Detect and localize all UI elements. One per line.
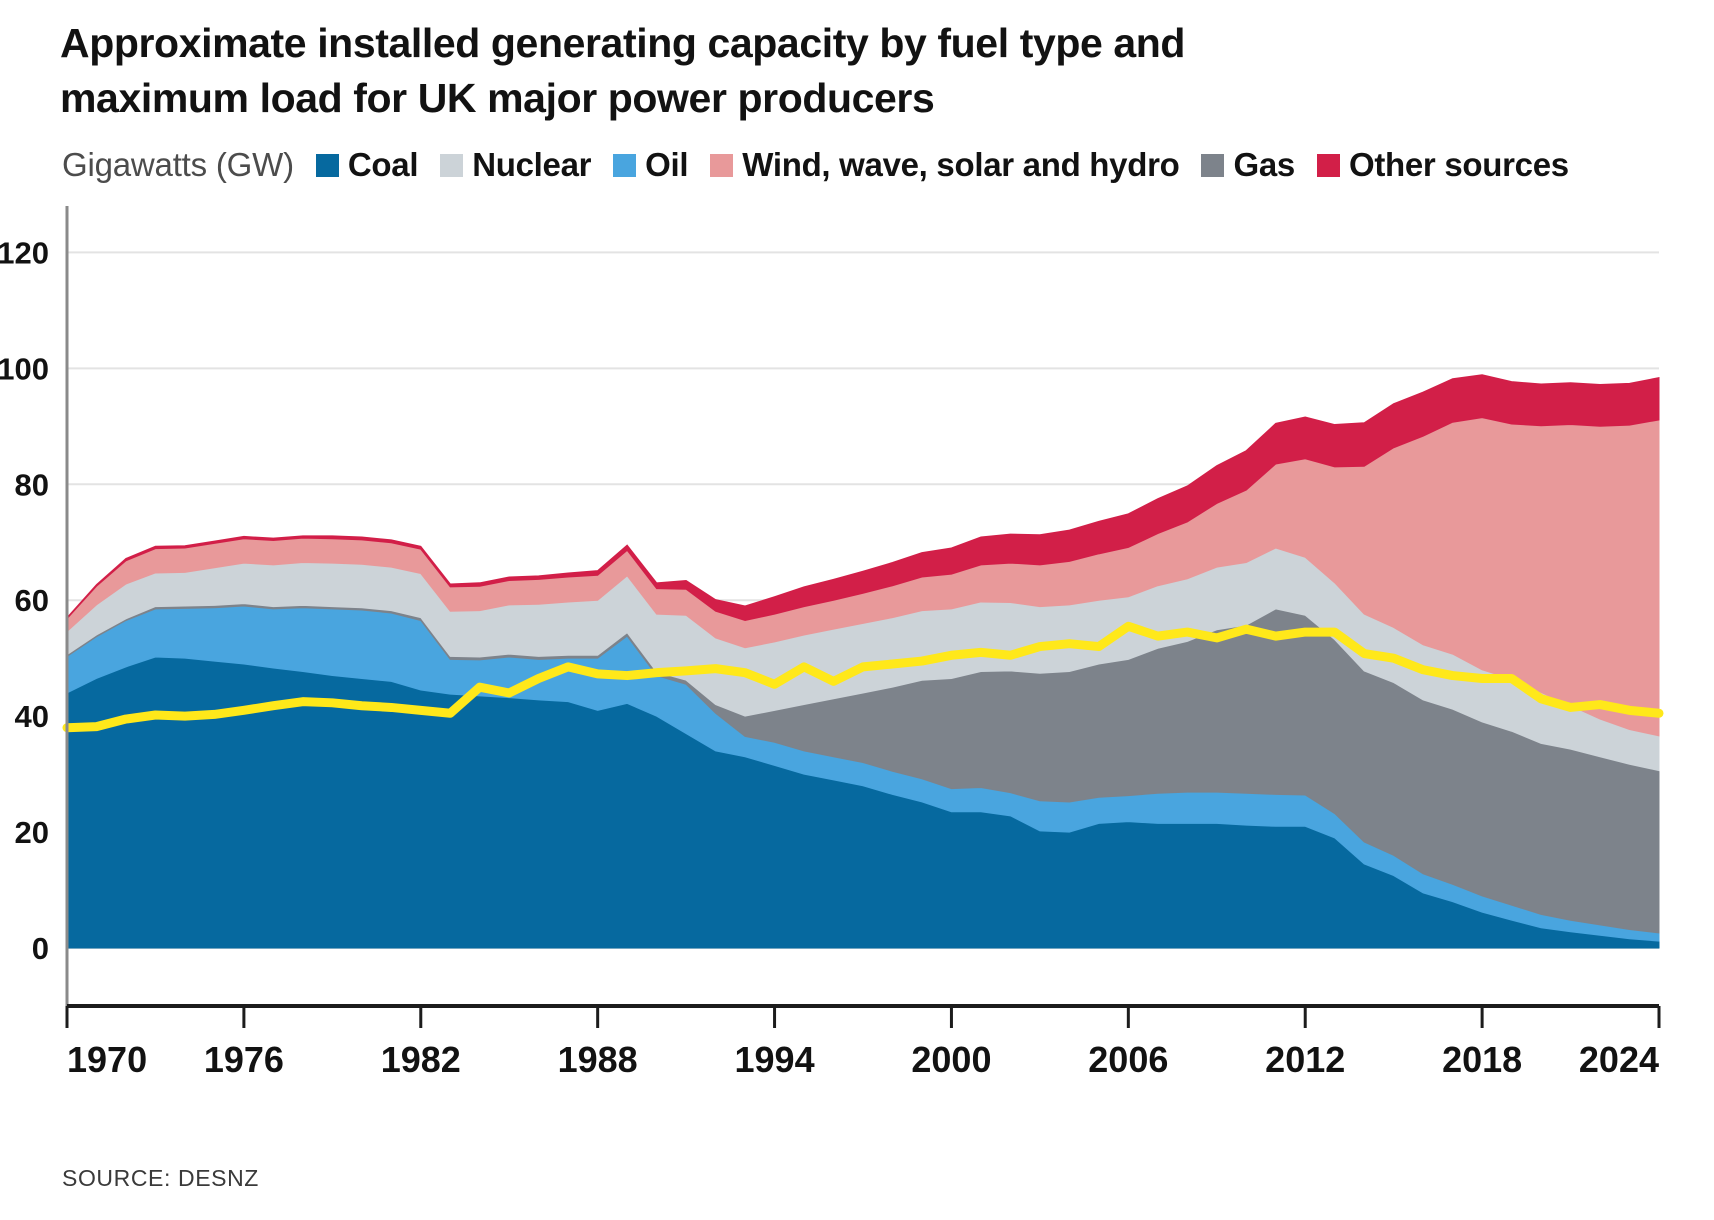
- legend-swatch-oil: [613, 153, 637, 177]
- legend-label-oil: Oil: [645, 146, 689, 183]
- y-tick-label: 40: [15, 699, 49, 734]
- legend-item-coal[interactable]: Coal: [315, 146, 419, 184]
- chart-series-areas: [66, 374, 1660, 949]
- legend-swatch-other-sources: [1316, 153, 1340, 177]
- y-tick-label: 80: [15, 467, 49, 502]
- y-tick-label: 100: [0, 351, 49, 386]
- legend-item-gas[interactable]: Gas: [1201, 146, 1295, 184]
- x-tick-label: 2018: [1442, 1039, 1522, 1080]
- legend-label-wind-wave-solar-hydro: Wind, wave, solar and hydro: [742, 146, 1180, 183]
- y-axis-tick-labels: 0 20 40 60 80 100 120: [0, 235, 49, 966]
- x-tick-label: 2000: [911, 1039, 991, 1080]
- x-tick-label: 1994: [735, 1039, 815, 1080]
- title-line-2: maximum load for UK major power producer…: [60, 74, 935, 121]
- x-tick-label: 1988: [558, 1039, 638, 1080]
- x-tick-label: 1976: [204, 1039, 284, 1080]
- legend-unit-label: Gigawatts (GW): [62, 146, 294, 183]
- legend-label-coal: Coal: [347, 146, 419, 183]
- max-load-line: [62, 621, 1664, 733]
- x-tick-label: 2012: [1265, 1039, 1345, 1080]
- legend-swatch-gas: [1201, 153, 1225, 177]
- y-tick-label: 0: [32, 931, 49, 966]
- legend-label-nuclear: Nuclear: [472, 146, 592, 183]
- legend-label-gas: Gas: [1233, 146, 1295, 183]
- page-title: Approximate installed generating capacit…: [60, 16, 1460, 125]
- legend-swatch-coal: [315, 153, 339, 177]
- stacked-area-chart: 0 20 40 60 80 100 120 1970 1976 1982 1988 1994 2000…: [0, 206, 1664, 1080]
- area-series-other-sources: [66, 374, 1660, 622]
- x-tick-label: 1982: [381, 1039, 461, 1080]
- max-load-polyline: [62, 621, 1664, 733]
- legend-swatch-wind-wave-solar-hydro: [710, 153, 734, 177]
- y-tick-label: 60: [15, 583, 49, 618]
- source-note: SOURCE: DESNZ: [62, 1165, 259, 1191]
- chart-legend: Gigawatts (GW) Coal Nuclear Oil Wind, wa…: [62, 144, 1591, 186]
- x-axis-tick-labels: 1970 1976 1982 1988 1994 2000 2006 2012 2018 2024: [67, 1039, 1659, 1080]
- legend-item-wind-wave-solar-hydro[interactable]: Wind, wave, solar and hydro: [710, 146, 1180, 184]
- x-tick-label: 1970: [67, 1039, 147, 1080]
- legend-swatch-nuclear: [440, 153, 464, 177]
- chart-area: 0 20 40 60 80 100 120 1970 1976 1982 1988 1994 2000…: [0, 196, 1714, 1096]
- y-tick-label: 20: [15, 815, 49, 850]
- legend-item-other-sources[interactable]: Other sources: [1316, 146, 1569, 184]
- title-line-1: Approximate installed generating capacit…: [60, 20, 1186, 66]
- x-tick-label: 2006: [1088, 1039, 1168, 1080]
- legend-item-oil[interactable]: Oil: [613, 146, 689, 184]
- legend-item-nuclear[interactable]: Nuclear: [440, 146, 591, 184]
- y-tick-label: 120: [0, 235, 49, 270]
- chart-axes: [65, 206, 1661, 1028]
- legend-label-other-sources: Other sources: [1348, 146, 1569, 183]
- x-tick-label: 2024: [1579, 1039, 1659, 1080]
